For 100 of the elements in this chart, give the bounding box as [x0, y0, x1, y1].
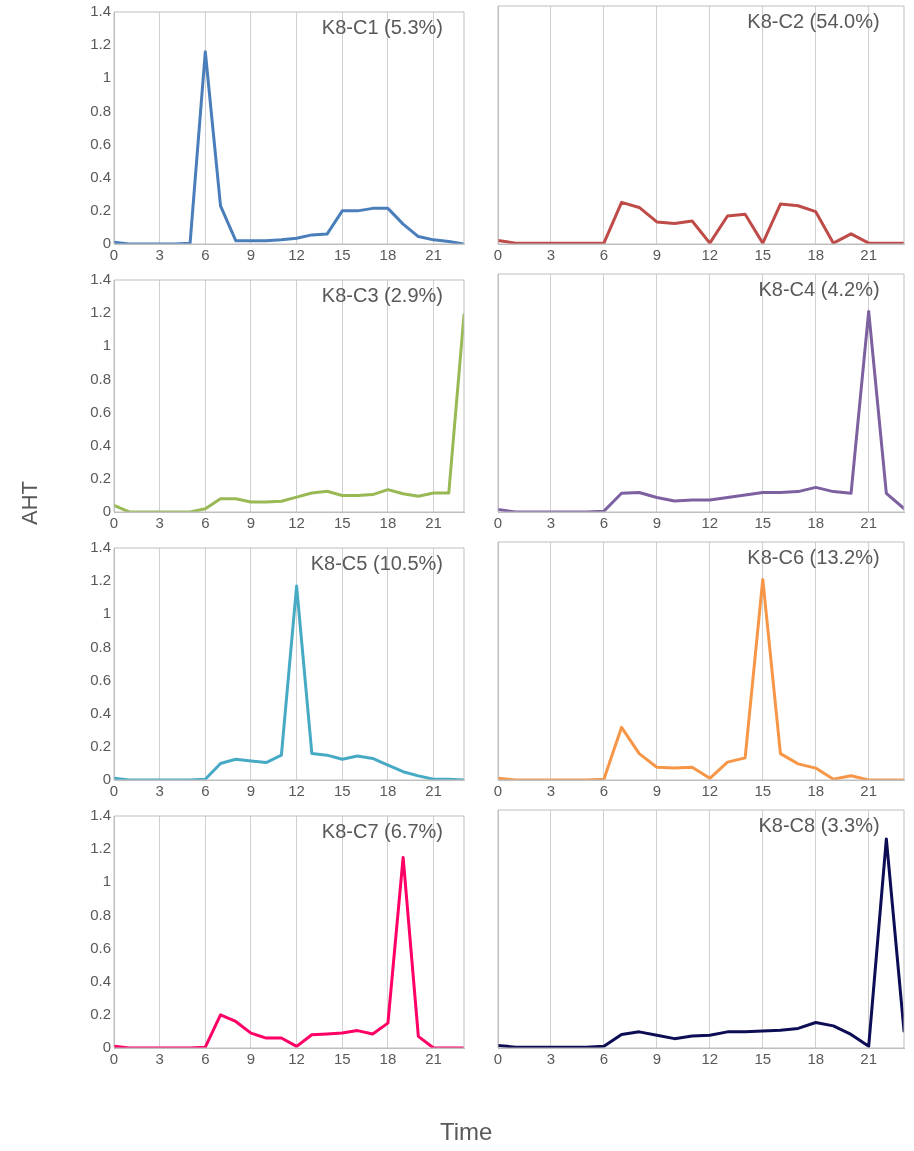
x-tick-label: 15 [333, 514, 351, 532]
x-tick-label: 21 [425, 514, 442, 532]
x-tick-label: 21 [425, 782, 442, 800]
y-tick-label: 0.2 [90, 201, 111, 218]
y-tick-label: 1 [102, 604, 111, 622]
y-tick-label: 0.4 [90, 703, 111, 721]
y-tick-label: 1.4 [90, 270, 111, 288]
y-tick-label: 0 [102, 1038, 111, 1056]
chart-title: K8-C5 (10.5%) [310, 551, 443, 574]
y-tick-label: 1 [102, 336, 111, 354]
x-tick-label: 9 [652, 514, 662, 532]
x-tick-label: 3 [155, 782, 164, 800]
y-tick-label: 0.2 [90, 1005, 111, 1022]
x-tick-label: 3 [546, 1050, 556, 1068]
x-tick-label: 12 [701, 246, 719, 264]
y-tick-label: 1 [102, 872, 111, 890]
x-tick-label: 18 [807, 246, 825, 264]
x-tick-label: 3 [155, 246, 164, 264]
x-tick-label: 15 [333, 782, 351, 800]
x-tick-label: 9 [652, 782, 662, 800]
x-tick-label: 9 [652, 246, 662, 264]
x-tick-label: 9 [246, 1050, 256, 1068]
x-tick-label: 3 [155, 514, 164, 532]
x-tick-label: 18 [807, 782, 825, 800]
y-tick-label: 0.4 [90, 435, 111, 453]
y-tick-label: 0 [102, 770, 111, 788]
x-tick-label: 15 [333, 246, 351, 264]
y-tick-label: 0.6 [90, 938, 111, 956]
x-tick-label: 0 [493, 1050, 503, 1068]
x-tick-label: 18 [807, 1050, 825, 1068]
y-tick-label: 0.2 [90, 469, 111, 486]
x-tick-label: 21 [425, 1050, 442, 1068]
x-tick-label: 21 [860, 514, 878, 532]
x-tick-label: 12 [288, 782, 305, 800]
y-tick-label: 0 [102, 502, 111, 520]
x-tick-label: 21 [860, 782, 878, 800]
x-tick-label: 3 [546, 782, 556, 800]
chart-title: K8-C4 (4.2%) [758, 277, 880, 300]
x-tick-label: 6 [599, 782, 609, 800]
x-tick-label: 15 [754, 1050, 772, 1068]
x-tick-label: 12 [288, 246, 305, 264]
x-tick-label: 9 [246, 782, 256, 800]
x-tick-label: 12 [288, 1050, 305, 1068]
y-tick-label: 1.4 [90, 2, 111, 20]
x-tick-label: 6 [599, 246, 609, 264]
x-tick-label: 9 [246, 514, 256, 532]
x-tick-label: 6 [599, 514, 609, 532]
x-tick-label: 0 [493, 246, 503, 264]
x-tick-label: 12 [701, 1050, 719, 1068]
y-tick-label: 0.6 [90, 402, 111, 420]
y-tick-label: 0.8 [90, 637, 111, 655]
x-tick-label: 3 [546, 246, 556, 264]
chart-title: K8-C6 (13.2%) [747, 545, 880, 568]
x-tick-label: 12 [701, 514, 719, 532]
x-tick-label: 15 [754, 782, 772, 800]
y-tick-label: 0.8 [90, 101, 111, 119]
x-tick-label: 21 [860, 1050, 878, 1068]
chart-title: K8-C2 (54.0%) [747, 9, 880, 32]
x-tick-label: 0 [493, 514, 503, 532]
x-tick-label: 21 [425, 246, 442, 264]
y-tick-label: 0.6 [90, 670, 111, 688]
x-tick-label: 18 [379, 782, 397, 800]
y-tick-label: 0.4 [90, 167, 111, 185]
x-tick-label: 6 [599, 1050, 609, 1068]
y-axis-title: AHT [17, 480, 43, 527]
x-tick-label: 21 [860, 246, 878, 264]
x-tick-label: 6 [201, 514, 210, 532]
y-tick-label: 1.4 [90, 806, 111, 824]
chart-title: K8-C3 (2.9%) [321, 283, 443, 306]
x-tick-label: 6 [201, 782, 210, 800]
y-tick-label: 0.6 [90, 134, 111, 152]
y-tick-label: 0 [102, 234, 111, 252]
x-tick-label: 18 [379, 1050, 397, 1068]
chart-title: K8-C8 (3.3%) [758, 813, 880, 836]
x-tick-label: 15 [333, 1050, 351, 1068]
x-tick-label: 12 [701, 782, 719, 800]
x-tick-label: 18 [379, 246, 397, 264]
x-tick-label: 9 [246, 246, 256, 264]
x-tick-label: 15 [754, 246, 772, 264]
x-tick-label: 3 [155, 1050, 164, 1068]
chart-title: K8-C7 (6.7%) [321, 819, 443, 842]
x-tick-label: 18 [807, 514, 825, 532]
y-tick-label: 0.8 [90, 905, 111, 923]
y-tick-label: 1 [102, 68, 111, 86]
y-tick-label: 0.8 [90, 369, 111, 387]
y-tick-label: 0.2 [90, 737, 111, 754]
x-tick-label: 0 [493, 782, 503, 800]
x-tick-label: 9 [652, 1050, 662, 1068]
y-tick-label: 1.4 [90, 538, 111, 556]
y-tick-label: 1.2 [90, 839, 111, 857]
y-tick-label: 0.4 [90, 971, 111, 989]
x-tick-label: 18 [379, 514, 397, 532]
x-axis-title: Time [440, 1118, 493, 1146]
y-tick-label: 1.2 [90, 303, 111, 321]
x-tick-label: 6 [201, 1050, 210, 1068]
y-tick-label: 1.2 [90, 571, 111, 589]
y-tick-label: 1.2 [90, 35, 111, 53]
chart-title: K8-C1 (5.3%) [321, 15, 443, 38]
x-tick-label: 12 [288, 514, 305, 532]
x-tick-label: 15 [754, 514, 772, 532]
